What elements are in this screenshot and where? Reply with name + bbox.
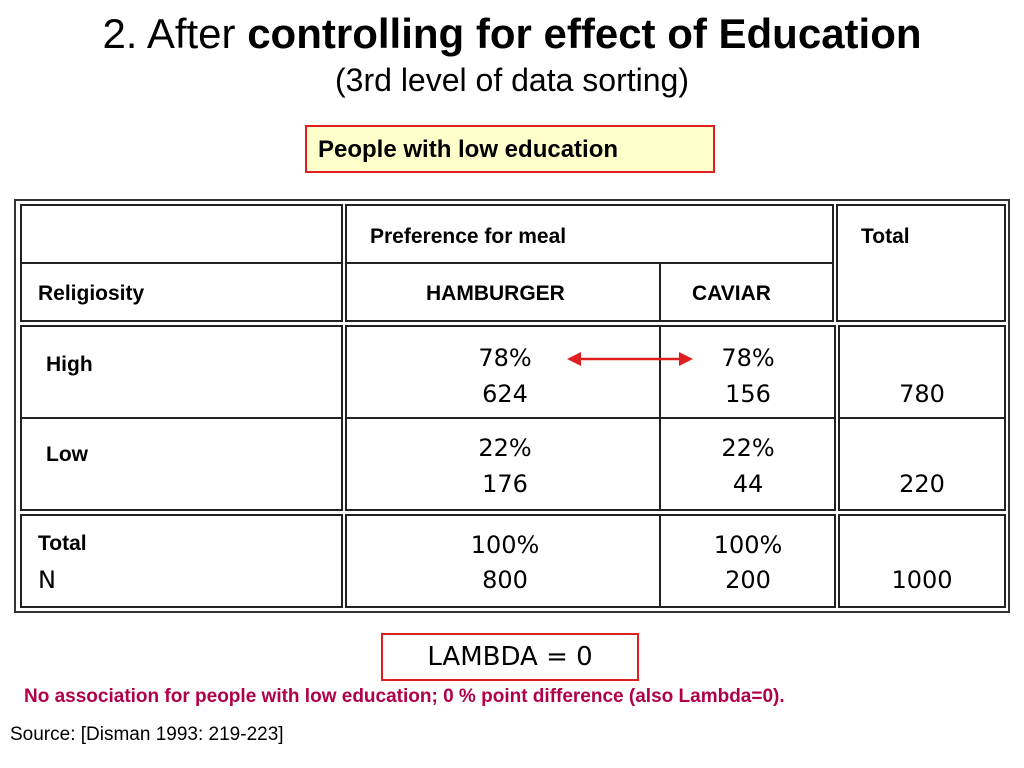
lambda-box: LAMBDA = 0 [381,633,639,681]
title-prefix: 2. After [102,10,248,57]
row-total-caviar-cell [659,514,836,608]
conclusion-note: No association for people with low educa… [24,686,785,707]
row-high-hamburger-pct: 78% [478,344,532,372]
row-total-total-cell [838,514,1006,608]
row-low-total: 220 [899,470,945,498]
row-low-total-cell [838,417,1006,511]
source-citation: Source: [Disman 1993: 219-223] [10,724,284,745]
row-total-caviar-n: 200 [725,566,771,594]
double-arrow-icon [567,352,693,366]
row-high-hamburger-n: 624 [482,380,528,408]
row-total-label-cell [20,514,343,608]
row-total-label: Total [38,532,87,555]
table-corner-cell [20,204,343,264]
row-low-caviar-cell [659,417,836,511]
row-low-label-cell [20,417,343,511]
row-total-hamburger-n: 800 [482,566,528,594]
table-frame [14,199,1010,613]
row-total-caviar-pct: 100% [713,531,783,559]
row-high-caviar-pct: 78% [721,344,775,372]
title-bold: controlling for effect of Education [247,10,922,57]
slide-subtitle: (3rd level of data sorting) [335,62,689,98]
row-low-caviar-n: 44 [732,470,764,498]
slide-title: 2. After controlling for effect of Educa… [0,10,1024,58]
row-total-n-label: N [38,566,56,594]
row-high-label: High [46,353,93,376]
header-preference: Preference for meal [370,225,567,248]
group-label-box: People with low education [305,125,715,173]
row-high-caviar-n: 156 [725,380,771,408]
col-caviar: CAVIAR [692,282,771,305]
row-header-religiosity: Religiosity [38,282,145,305]
row-low-hamburger-n: 176 [482,470,528,498]
header-total-cell [836,204,1006,322]
col-caviar-cell [659,262,834,322]
col-hamburger: HAMBURGER [426,282,565,305]
row-low-caviar-pct: 22% [721,434,775,462]
row-total-hamburger-pct: 100% [470,531,540,559]
row-header-cell [20,262,343,322]
header-total: Total [861,225,910,248]
row-low-label: Low [46,443,88,466]
row-low-hamburger-pct: 22% [478,434,532,462]
row-high-total: 780 [899,380,945,408]
row-total-total: 1000 [891,566,953,594]
